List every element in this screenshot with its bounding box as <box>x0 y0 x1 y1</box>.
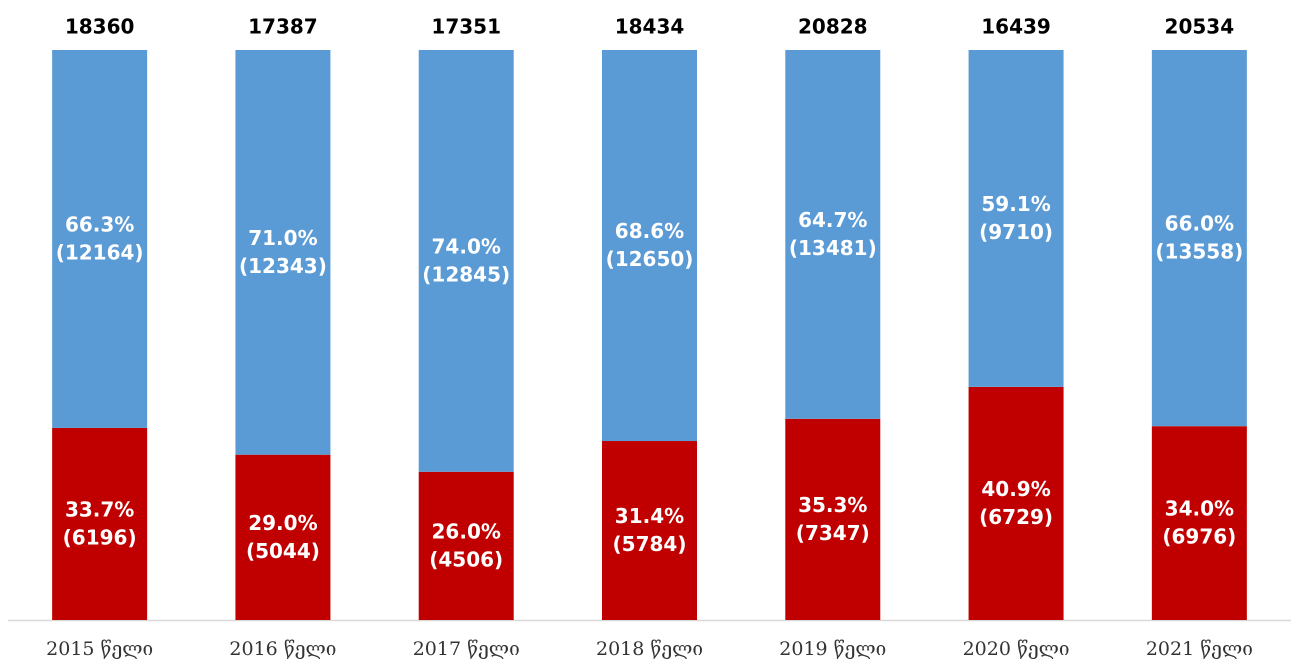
count-label: (12845) <box>422 262 510 286</box>
value-label: 59.1% <box>981 192 1050 216</box>
value-label: 68.6% <box>615 219 684 243</box>
x-tick-label: 2020 წელი <box>963 638 1070 660</box>
value-label: 35.3% <box>798 493 867 517</box>
total-label: 17387 <box>248 15 318 39</box>
value-label: 74.0% <box>432 234 501 258</box>
bar-segment <box>968 50 1064 387</box>
bar-segment <box>418 471 514 620</box>
value-label: 26.0% <box>432 519 501 543</box>
bar-segment <box>235 454 331 620</box>
x-tick-label: 2018 წელი <box>596 638 703 660</box>
bar-segment <box>602 50 697 442</box>
bar-segment <box>1151 426 1247 620</box>
bar-segment <box>52 427 148 620</box>
count-label: (12650) <box>606 247 694 271</box>
total-label: 18434 <box>615 15 685 39</box>
bar-segment <box>968 386 1064 620</box>
x-tick-label: 2021 წელი <box>1146 638 1253 660</box>
count-label: (6976) <box>1162 525 1236 549</box>
value-label: 34.0% <box>1165 497 1234 521</box>
count-label: (7347) <box>796 521 870 545</box>
bar-segment <box>235 50 331 455</box>
total-label: 18360 <box>65 15 135 39</box>
bar-segment <box>52 50 148 428</box>
x-tick-label: 2015 წელი <box>46 638 153 660</box>
count-label: (5044) <box>246 539 320 563</box>
value-label: 66.0% <box>1165 212 1234 236</box>
count-label: (5784) <box>613 532 687 556</box>
count-label: (13558) <box>1155 240 1243 264</box>
bar-segment <box>785 418 881 620</box>
count-label: (6729) <box>979 505 1053 529</box>
value-label: 64.7% <box>798 208 867 232</box>
count-label: (6196) <box>63 525 137 549</box>
value-label: 33.7% <box>65 497 134 521</box>
x-tick-label: 2019 წელი <box>779 638 886 660</box>
bar-segment <box>785 50 881 419</box>
bar-segment <box>602 441 697 620</box>
value-label: 71.0% <box>248 226 317 250</box>
x-tick-label: 2016 წელი <box>229 638 336 660</box>
total-label: 20828 <box>798 15 868 39</box>
total-label: 17351 <box>431 15 501 39</box>
count-label: (12164) <box>56 240 144 264</box>
count-label: (12343) <box>239 254 327 278</box>
count-label: (13481) <box>789 236 877 260</box>
value-label: 31.4% <box>615 504 684 528</box>
value-label: 40.9% <box>981 477 1050 501</box>
value-label: 29.0% <box>248 511 317 535</box>
bar-segment <box>418 50 514 472</box>
count-label: (9710) <box>979 220 1053 244</box>
bar-segment <box>1151 50 1247 427</box>
x-tick-label: 2017 წელი <box>413 638 520 660</box>
value-label: 66.3% <box>65 212 134 236</box>
total-label: 16439 <box>981 15 1051 39</box>
total-label: 20534 <box>1165 15 1235 39</box>
count-label: (4506) <box>429 547 503 571</box>
